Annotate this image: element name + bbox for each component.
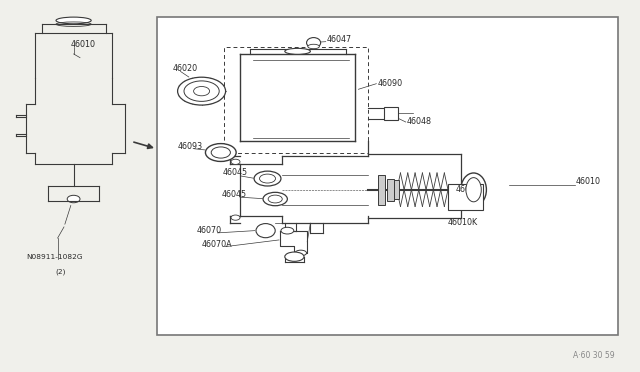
Text: 46020: 46020 bbox=[173, 64, 198, 73]
Text: 46045: 46045 bbox=[222, 190, 247, 199]
Bar bbox=[378, 175, 385, 205]
Text: 46048: 46048 bbox=[406, 116, 431, 125]
Bar bbox=[448, 184, 483, 210]
Circle shape bbox=[231, 159, 240, 164]
Text: 46070: 46070 bbox=[197, 225, 222, 234]
Bar bbox=[387, 179, 394, 201]
Text: N08911-1082G: N08911-1082G bbox=[26, 254, 83, 260]
Ellipse shape bbox=[193, 87, 210, 96]
Text: 46010K: 46010K bbox=[448, 218, 478, 227]
Ellipse shape bbox=[263, 192, 287, 206]
Text: (2): (2) bbox=[56, 269, 66, 275]
Text: 46010: 46010 bbox=[576, 177, 601, 186]
Ellipse shape bbox=[205, 144, 236, 161]
Ellipse shape bbox=[466, 177, 481, 202]
Ellipse shape bbox=[308, 44, 319, 49]
Circle shape bbox=[67, 195, 80, 203]
Circle shape bbox=[231, 215, 240, 220]
Ellipse shape bbox=[254, 171, 281, 186]
Ellipse shape bbox=[56, 17, 92, 24]
Ellipse shape bbox=[256, 224, 275, 238]
Ellipse shape bbox=[178, 77, 226, 105]
Bar bbox=[394, 180, 399, 199]
Text: A·60 30 59: A·60 30 59 bbox=[573, 351, 614, 360]
Text: 46082: 46082 bbox=[456, 185, 481, 194]
Text: 46090: 46090 bbox=[378, 78, 403, 87]
Ellipse shape bbox=[285, 48, 310, 54]
Text: 46070A: 46070A bbox=[202, 240, 232, 249]
Ellipse shape bbox=[461, 173, 486, 206]
Bar bbox=[384, 107, 398, 120]
Bar bbox=[224, 46, 368, 153]
Ellipse shape bbox=[281, 227, 294, 234]
Ellipse shape bbox=[307, 38, 321, 48]
Text: 46047: 46047 bbox=[326, 35, 351, 44]
Bar bbox=[157, 17, 618, 335]
Text: 46010: 46010 bbox=[70, 39, 96, 48]
Ellipse shape bbox=[184, 81, 219, 102]
Ellipse shape bbox=[285, 252, 304, 262]
Ellipse shape bbox=[295, 250, 307, 256]
Text: 46045: 46045 bbox=[223, 168, 248, 177]
Text: 46093: 46093 bbox=[178, 142, 203, 151]
